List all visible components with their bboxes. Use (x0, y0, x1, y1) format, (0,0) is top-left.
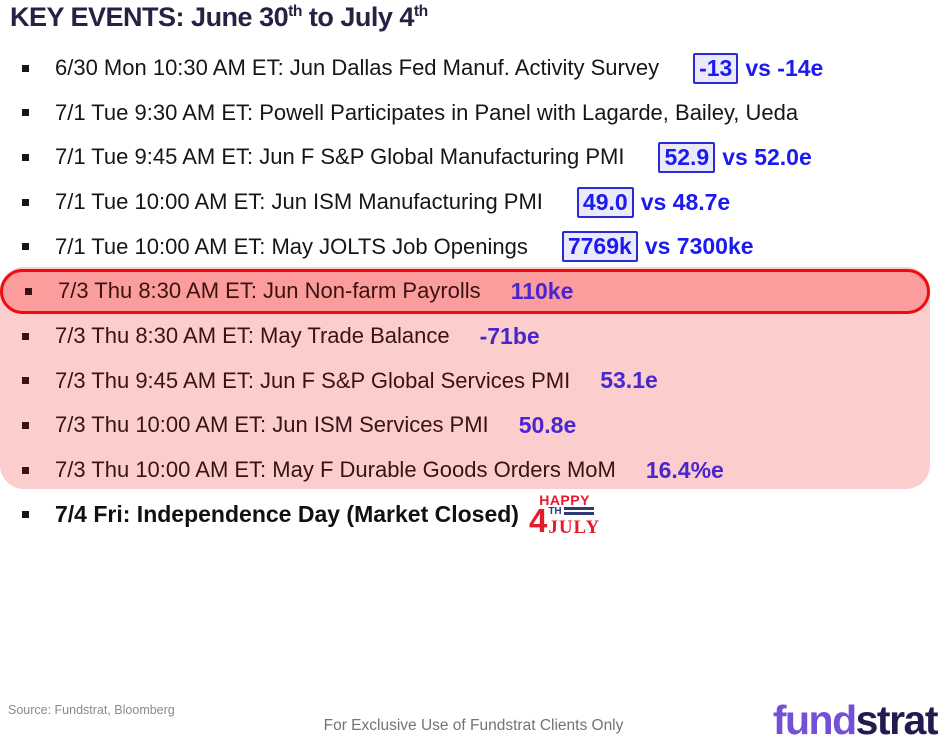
event-row-ism-services-pmi: 7/3 Thu 10:00 AM ET: Jun ISM Services PM… (0, 403, 947, 448)
event-list: 6/30 Mon 10:30 AM ET: Jun Dallas Fed Man… (0, 46, 947, 537)
graphic-july-label: JULY (548, 516, 601, 538)
event-text: 7/3 Thu 8:30 AM ET: Jun Non-farm Payroll… (58, 278, 481, 304)
event-estimate-value: 110ke (510, 277, 574, 304)
bullet-icon (22, 421, 29, 429)
event-estimate-value: 53.1e (600, 367, 658, 394)
event-actual-value: 49.0 (576, 186, 634, 218)
event-text: 7/3 Thu 9:45 AM ET: Jun F S&P Global Ser… (55, 367, 571, 393)
fundstrat-logo: fundstrat (772, 697, 939, 744)
event-actual-value: 52.9 (658, 141, 716, 173)
event-estimate: vs 48.7e (640, 188, 731, 215)
event-row-dallas-fed: 6/30 Mon 10:30 AM ET: Jun Dallas Fed Man… (0, 46, 947, 91)
event-row-nonfarm-payrolls-highlighted: 7/3 Thu 8:30 AM ET: Jun Non-farm Payroll… (0, 268, 930, 314)
event-estimate: vs -14e (745, 54, 824, 81)
event-row-independence-day: 7/4 Fri: Independence Day (Market Closed… (0, 492, 947, 537)
bullet-icon (22, 377, 29, 385)
graphic-four-label: 4 (528, 501, 548, 539)
event-actual-value: -13 (693, 52, 739, 84)
event-row-durable-goods: 7/3 Thu 10:00 AM ET: May F Durable Goods… (0, 448, 947, 493)
bullet-icon (22, 466, 29, 474)
bullet-icon (22, 109, 29, 117)
disclaimer-text: For Exclusive Use of Fundstrat Clients O… (323, 717, 624, 734)
title-sup1: th (288, 3, 302, 20)
title-part1: KEY EVENTS: June 30 (10, 2, 289, 32)
event-estimate: vs 7300ke (644, 233, 754, 260)
event-row-ism-manufacturing-pmi: 7/1 Tue 10:00 AM ET: Jun ISM Manufacturi… (0, 180, 947, 225)
event-text: 7/1 Tue 9:30 AM ET: Powell Participates … (55, 99, 799, 125)
event-text: 7/1 Tue 9:45 AM ET: Jun F S&P Global Man… (55, 144, 625, 170)
event-estimate-value: -71be (479, 322, 540, 349)
source-note: Source: Fundstrat, Bloomberg (8, 703, 175, 717)
event-text: 7/3 Thu 8:30 AM ET: May Trade Balance (55, 323, 450, 349)
graphic-happy-label: HAPPY (539, 491, 590, 508)
logo-strat: strat (855, 697, 939, 743)
event-text: 7/3 Thu 10:00 AM ET: Jun ISM Services PM… (55, 412, 489, 438)
event-row-trade-balance: 7/3 Thu 8:30 AM ET: May Trade Balance -7… (0, 314, 947, 359)
bullet-icon (22, 243, 29, 251)
page-title: KEY EVENTS: June 30th to July 4th (10, 2, 428, 33)
happy-4th-july-graphic: HAPPY 4 TH JULY (529, 493, 600, 537)
event-text: 7/3 Thu 10:00 AM ET: May F Durable Goods… (55, 457, 616, 483)
title-sup2: th (413, 3, 428, 20)
graphic-th-label: TH (548, 505, 562, 517)
event-text: 6/30 Mon 10:30 AM ET: Jun Dallas Fed Man… (55, 55, 660, 81)
event-actual-value: 7769k (561, 231, 638, 263)
bullet-icon (22, 511, 29, 519)
event-text: 7/4 Fri: Independence Day (Market Closed… (55, 501, 519, 528)
event-text: 7/1 Tue 10:00 AM ET: May JOLTS Job Openi… (55, 233, 528, 259)
bullet-icon (25, 287, 32, 295)
bullet-icon (22, 64, 29, 72)
event-row-sp-services-pmi: 7/3 Thu 9:45 AM ET: Jun F S&P Global Ser… (0, 359, 947, 404)
title-part2: to July 4 (301, 2, 415, 32)
logo-fund: fund (772, 697, 857, 743)
event-row-sp-manufacturing-pmi: 7/1 Tue 9:45 AM ET: Jun F S&P Global Man… (0, 135, 947, 180)
event-row-powell-panel: 7/1 Tue 9:30 AM ET: Powell Participates … (0, 91, 947, 136)
flag-stripes-icon (563, 506, 594, 517)
event-text: 7/1 Tue 10:00 AM ET: Jun ISM Manufacturi… (55, 189, 543, 215)
event-estimate-value: 50.8e (518, 411, 577, 438)
event-estimate: vs 52.0e (722, 143, 812, 170)
bullet-icon (22, 198, 29, 206)
event-row-jolts: 7/1 Tue 10:00 AM ET: May JOLTS Job Openi… (0, 224, 947, 269)
event-estimate-value: 16.4%e (645, 456, 724, 483)
bullet-icon (22, 153, 29, 161)
bullet-icon (22, 332, 29, 340)
